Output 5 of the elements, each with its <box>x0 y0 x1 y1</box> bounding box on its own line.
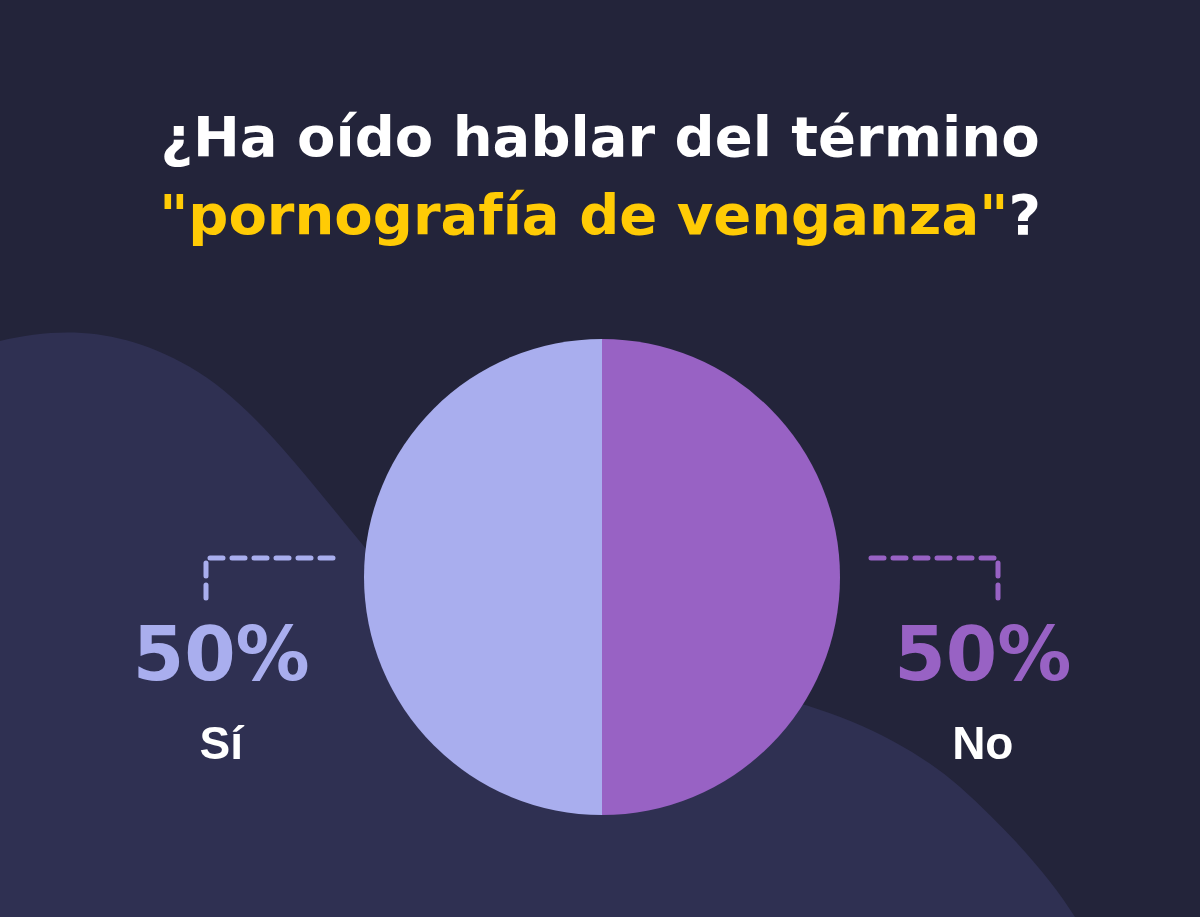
data-label: 50% <box>894 610 1072 697</box>
chart-title: ¿Ha oído hablar del término "pornografía de venganza"? <box>159 104 1041 247</box>
slice-label: No <box>952 716 1014 769</box>
slice-label: Sí <box>199 716 246 769</box>
data-label: 50% <box>132 610 310 697</box>
